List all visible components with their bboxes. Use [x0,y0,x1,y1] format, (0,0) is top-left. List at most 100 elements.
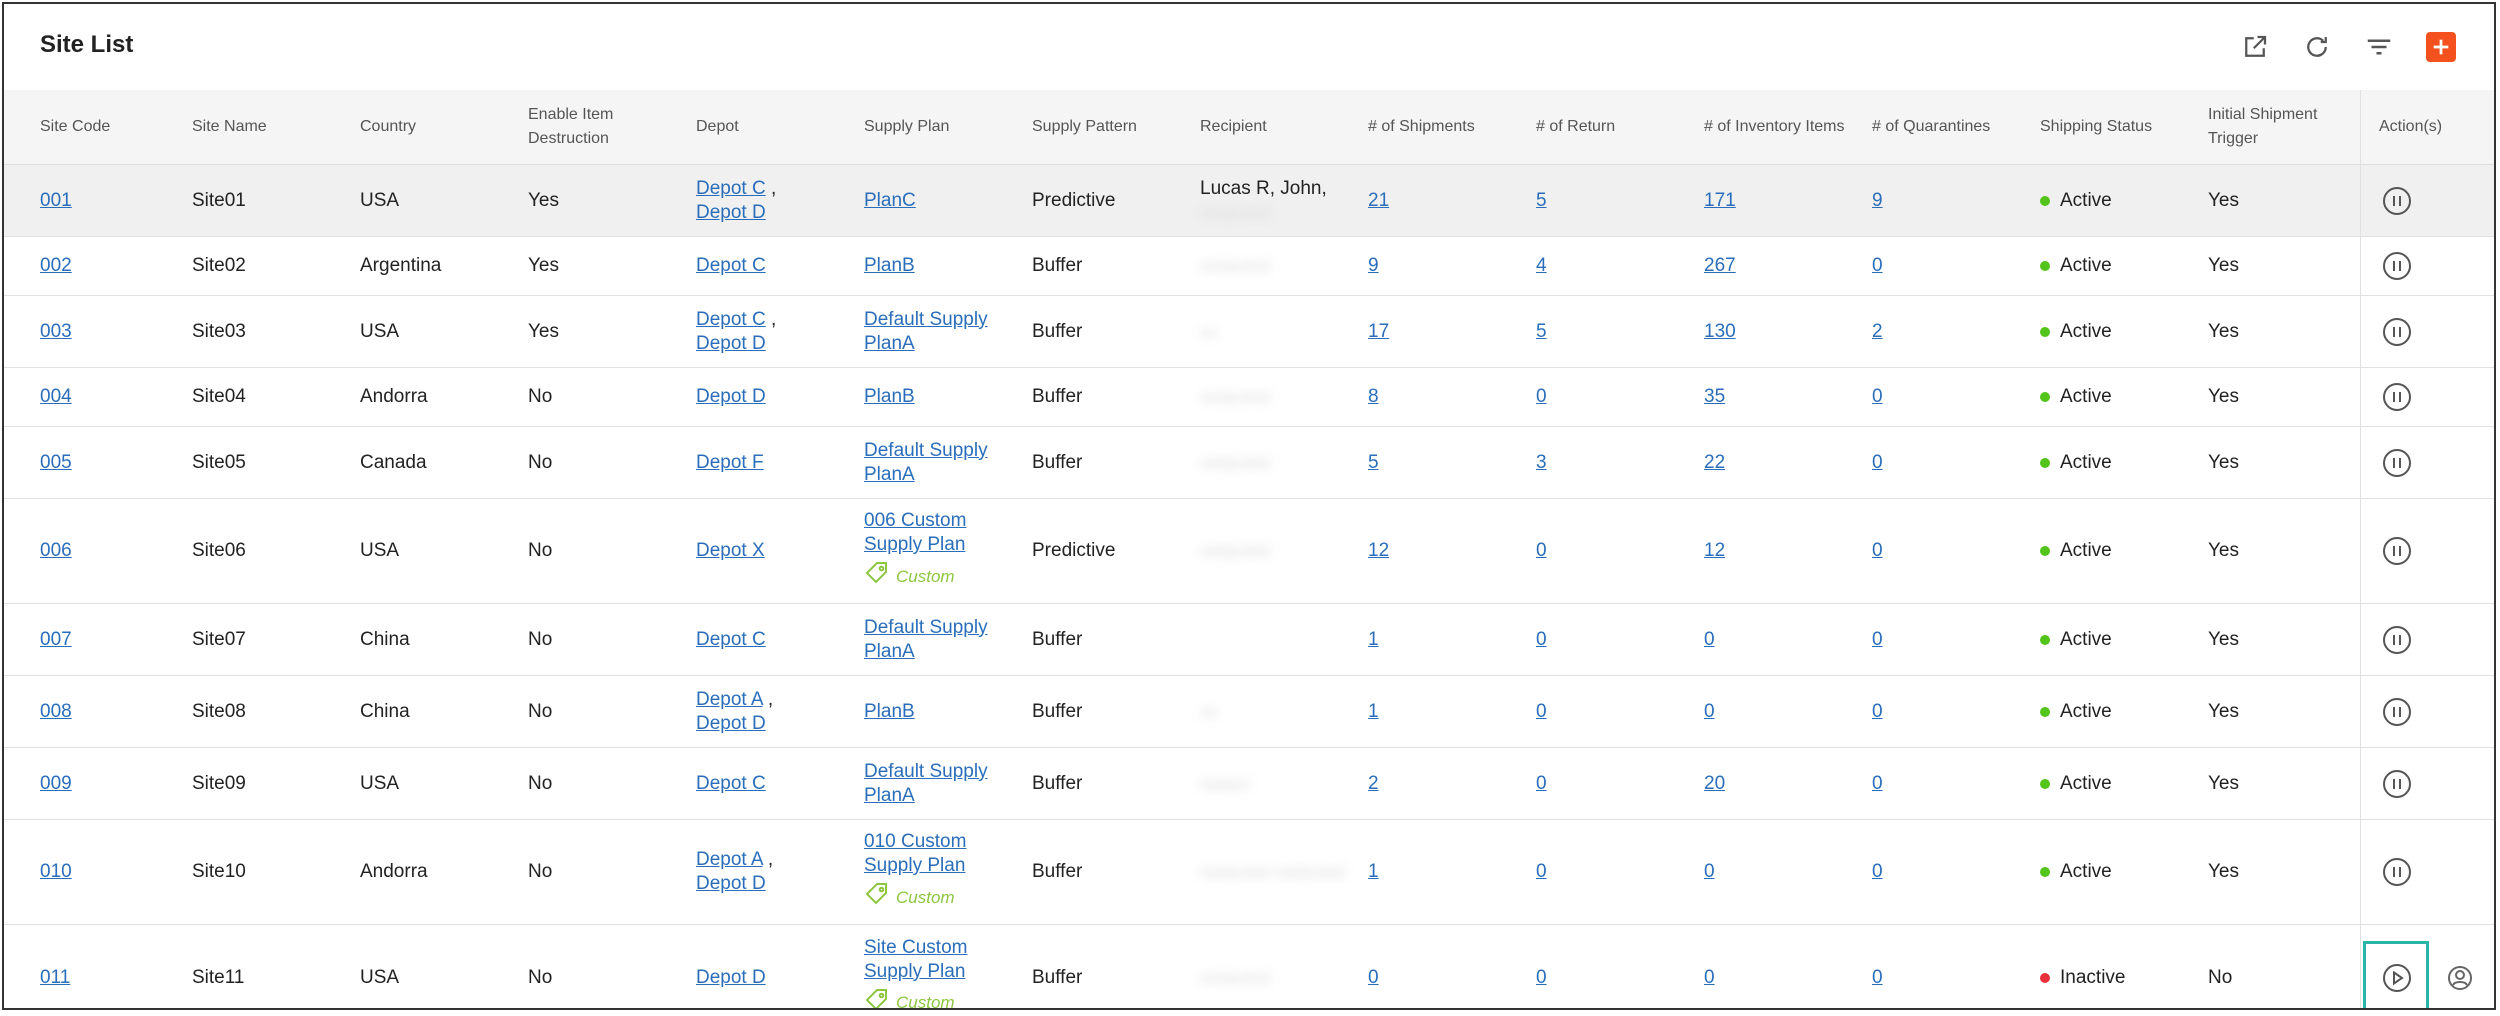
supply-plan-link[interactable]: 010 Custom Supply Plan [864,830,966,878]
depot-link[interactable]: Depot D [696,332,766,354]
inventory-link[interactable]: 0 [1704,628,1715,650]
shipments-link[interactable]: 1 [1368,861,1379,882]
depot-link[interactable]: Depot A [696,688,763,710]
depot-link[interactable]: Depot D [696,873,766,894]
pause-button[interactable] [2381,696,2413,728]
pause-button[interactable] [2381,185,2413,217]
inventory-link[interactable]: 130 [1704,320,1736,342]
supply-plan-link[interactable]: PlanB [864,385,915,409]
returns-link[interactable]: 0 [1536,628,1547,650]
filter-button[interactable] [2360,28,2398,66]
site-code-link[interactable]: 007 [40,628,72,650]
returns-link[interactable]: 0 [1536,540,1547,561]
inventory-link[interactable]: 267 [1704,255,1736,276]
returns-link[interactable]: 5 [1536,320,1547,342]
returns-link[interactable]: 5 [1536,189,1547,211]
pause-button[interactable] [2381,624,2413,656]
shipments-link[interactable]: 9 [1368,255,1379,276]
supply-plan-link[interactable]: 006 Custom Supply Plan [864,509,966,557]
header-shipping-status[interactable]: Shipping Status [2040,118,2153,135]
header-recipient[interactable]: Recipient [1200,118,1267,135]
header-enable-item-destruction[interactable]: Enable Item Destruction [528,106,614,147]
inventory-link[interactable]: 0 [1704,700,1715,722]
depot-link[interactable]: Depot C [696,255,766,276]
supply-plan-link[interactable]: Default Supply PlanA [864,760,988,808]
returns-link[interactable]: 0 [1536,861,1547,882]
header-supply-pattern[interactable]: Supply Pattern [1032,118,1137,135]
site-code-link[interactable]: 004 [40,386,72,407]
header-supply-plan[interactable]: Supply Plan [864,118,950,135]
supply-plan-link[interactable]: PlanB [864,700,915,724]
shipments-link[interactable]: 2 [1368,772,1379,794]
inventory-link[interactable]: 35 [1704,386,1726,407]
site-code-link[interactable]: 003 [40,320,72,342]
quarantines-link[interactable]: 0 [1872,861,1883,882]
site-code-link[interactable]: 001 [40,189,72,211]
site-code-link[interactable]: 002 [40,255,72,276]
returns-link[interactable]: 0 [1536,772,1547,794]
shipments-link[interactable]: 17 [1368,320,1390,342]
depot-link[interactable]: Depot D [696,966,766,988]
depot-link[interactable]: Depot C [696,177,766,199]
resume-button[interactable] [2381,962,2413,994]
inventory-link[interactable]: 22 [1704,451,1726,473]
header-depot[interactable]: Depot [696,118,739,135]
quarantines-link[interactable]: 0 [1872,966,1883,988]
depot-link[interactable]: Depot D [696,712,766,734]
header-inventory-items[interactable]: # of Inventory Items [1704,118,1845,135]
supply-plan-link[interactable]: Default Supply PlanA [864,308,988,356]
quarantines-link[interactable]: 0 [1872,700,1883,722]
depot-link[interactable]: Depot C [696,628,766,650]
pause-button[interactable] [2381,381,2413,413]
site-code-link[interactable]: 008 [40,700,72,722]
inventory-link[interactable]: 0 [1704,861,1715,882]
pause-button[interactable] [2381,316,2413,348]
add-site-button[interactable] [2426,32,2456,62]
supply-plan-link[interactable]: PlanC [864,189,916,213]
depot-link[interactable]: Depot A [696,849,763,870]
shipments-link[interactable]: 21 [1368,189,1390,211]
quarantines-link[interactable]: 0 [1872,255,1883,276]
shipments-link[interactable]: 8 [1368,386,1379,407]
depot-link[interactable]: Depot C [696,772,766,794]
pause-button[interactable] [2381,856,2413,888]
supply-plan-link[interactable]: PlanB [864,254,915,278]
site-code-link[interactable]: 005 [40,451,72,473]
user-settings-button[interactable] [2445,963,2475,993]
pause-button[interactable] [2381,447,2413,479]
shipments-link[interactable]: 1 [1368,700,1379,722]
header-country[interactable]: Country [360,118,417,135]
open-external-button[interactable] [2236,28,2274,66]
shipments-link[interactable]: 12 [1368,540,1390,561]
quarantines-link[interactable]: 9 [1872,189,1883,211]
quarantines-link[interactable]: 0 [1872,451,1883,473]
returns-link[interactable]: 0 [1536,700,1547,722]
depot-link[interactable]: Depot D [696,386,766,407]
depot-link[interactable]: Depot F [696,451,764,473]
site-code-link[interactable]: 009 [40,772,72,794]
header-site-name[interactable]: Site Name [192,118,267,135]
supply-plan-link[interactable]: Default Supply PlanA [864,439,988,487]
quarantines-link[interactable]: 0 [1872,386,1883,407]
site-code-link[interactable]: 011 [40,966,71,988]
inventory-link[interactable]: 20 [1704,772,1726,794]
header-initial-shipment-trigger[interactable]: Initial Shipment Trigger [2208,106,2318,147]
inventory-link[interactable]: 0 [1704,966,1715,988]
pause-button[interactable] [2381,768,2413,800]
returns-link[interactable]: 3 [1536,451,1547,473]
quarantines-link[interactable]: 0 [1872,540,1883,561]
quarantines-link[interactable]: 2 [1872,320,1883,342]
site-code-link[interactable]: 010 [40,861,72,882]
inventory-link[interactable]: 12 [1704,540,1726,561]
pause-button[interactable] [2381,535,2413,567]
returns-link[interactable]: 0 [1536,966,1547,988]
header-quarantines[interactable]: # of Quarantines [1872,118,1991,135]
shipments-link[interactable]: 1 [1368,628,1379,650]
shipments-link[interactable]: 5 [1368,451,1379,473]
header-shipments[interactable]: # of Shipments [1368,118,1475,135]
depot-link[interactable]: Depot C [696,308,766,330]
quarantines-link[interactable]: 0 [1872,772,1883,794]
header-returns[interactable]: # of Return [1536,118,1616,135]
depot-link[interactable]: Depot X [696,540,765,561]
site-code-link[interactable]: 006 [40,540,72,561]
